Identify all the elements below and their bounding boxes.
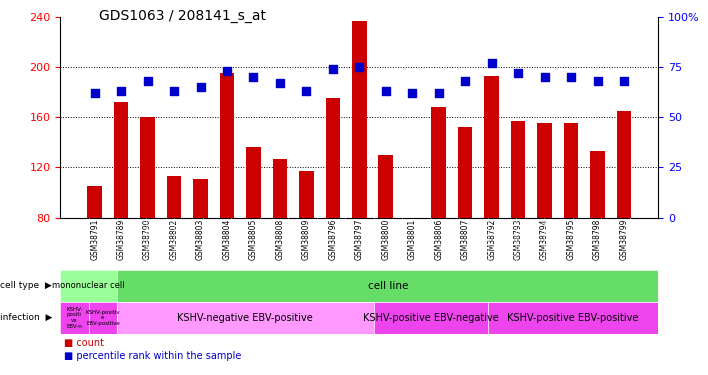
Text: ■ percentile rank within the sample: ■ percentile rank within the sample <box>64 351 241 361</box>
Bar <box>299 171 314 217</box>
Bar <box>564 123 578 218</box>
Point <box>89 90 101 96</box>
Bar <box>219 73 234 217</box>
Point <box>592 78 603 84</box>
Bar <box>114 102 128 218</box>
Point <box>169 88 180 94</box>
Bar <box>60 270 117 302</box>
Bar <box>88 302 117 334</box>
Point <box>618 78 629 84</box>
Point <box>539 74 550 80</box>
Bar <box>617 111 632 218</box>
Bar <box>60 302 88 334</box>
Text: KSHV-positiv
e
EBV-positive: KSHV-positiv e EBV-positive <box>86 309 120 326</box>
Bar <box>326 98 340 218</box>
Text: cell type  ▶: cell type ▶ <box>0 281 52 291</box>
Point <box>274 80 285 86</box>
Point <box>406 90 418 96</box>
Point <box>142 78 153 84</box>
Point <box>566 74 577 80</box>
Bar <box>590 151 605 217</box>
Text: KSHV-positive EBV-negative: KSHV-positive EBV-negative <box>362 313 498 323</box>
Point <box>195 84 206 90</box>
Text: cell line: cell line <box>367 281 408 291</box>
Point <box>380 88 392 94</box>
Bar <box>117 302 374 334</box>
Text: ■ count: ■ count <box>64 338 103 348</box>
Bar <box>140 117 155 218</box>
Bar <box>484 76 499 217</box>
Bar <box>246 147 261 218</box>
Bar <box>537 123 552 218</box>
Bar <box>167 176 181 218</box>
Bar <box>431 107 446 218</box>
Bar <box>511 121 525 218</box>
Text: KSHV-positive EBV-positive: KSHV-positive EBV-positive <box>508 313 639 323</box>
Text: mononuclear cell: mononuclear cell <box>52 281 125 291</box>
Bar <box>352 21 367 217</box>
Point <box>353 64 365 70</box>
Bar <box>273 159 287 218</box>
Point <box>115 88 127 94</box>
Point <box>513 70 524 76</box>
Point <box>433 90 445 96</box>
Point <box>486 60 497 66</box>
Bar <box>379 155 393 218</box>
Bar <box>87 186 102 218</box>
Bar <box>193 178 207 218</box>
Point <box>459 78 471 84</box>
Text: GDS1063 / 208141_s_at: GDS1063 / 208141_s_at <box>99 9 266 23</box>
Text: KSHV-
positi
ve
EBV-n: KSHV- positi ve EBV-n <box>66 307 83 329</box>
Text: infection  ▶: infection ▶ <box>0 314 52 322</box>
Bar <box>458 127 472 218</box>
Bar <box>374 302 488 334</box>
Bar <box>488 302 658 334</box>
Text: KSHV-negative EBV-positive: KSHV-negative EBV-positive <box>178 313 313 323</box>
Point <box>301 88 312 94</box>
Point <box>248 74 259 80</box>
Point <box>327 66 338 72</box>
Point <box>222 68 233 74</box>
